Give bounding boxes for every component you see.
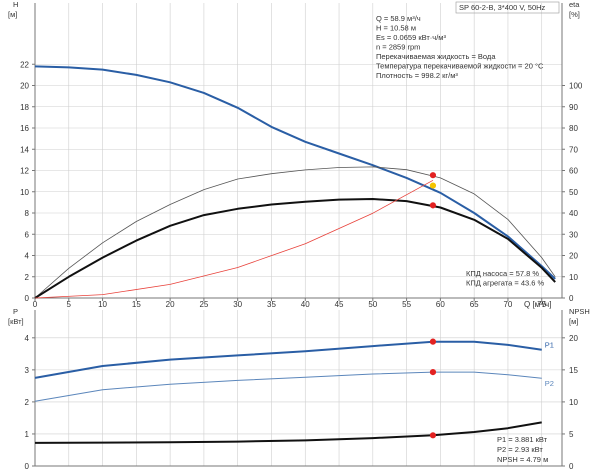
power-info-line: NPSH = 4.79 м [497,455,548,464]
x-tick-label: 40 [301,300,310,309]
right-tick-label: 0 [569,294,574,303]
right-tick-label: 10 [569,273,578,282]
x-tick-label: 35 [267,300,276,309]
left-tick-label: 16 [20,124,29,133]
power-info-line: P1 = 3.881 кВт [497,435,548,444]
left-tick-label: 12 [20,167,29,176]
x-axis-label: Q [м³/ч] [524,300,551,309]
operating-point-marker [429,432,437,439]
right-tick-label: 5 [569,430,574,439]
operating-info-line: Q = 58.9 м³/ч [376,14,421,23]
series-line [34,371,542,402]
x-tick-label: 15 [132,300,141,309]
operating-info-line: H = 10.58 м [376,24,416,33]
left-axis-unit: [кВт] [8,317,24,326]
right-tick-label: 30 [569,230,578,239]
x-tick-label: 20 [166,300,175,309]
series-line [34,198,556,299]
operating-point-marker [429,338,437,345]
left-tick-label: 0 [25,294,30,303]
series-line [34,166,556,299]
right-tick-label: 20 [569,334,578,343]
operating-point-marker [429,369,437,376]
operating-info-line: Температура перекачиваемой жидкости = 20… [376,62,544,71]
series-line [34,421,542,444]
left-tick-label: 20 [20,82,29,91]
operating-info-line: n = 2859 rpm [376,43,420,52]
right-tick-label: 70 [569,145,578,154]
series-line [34,65,556,280]
plot-1: 0246810121416182022010203040506070809010… [8,0,583,309]
x-tick-label: 5 [67,300,72,309]
right-axis-unit: [м] [569,317,578,326]
operating-point-marker [429,202,437,209]
plot-2: 0 1 2 3 4 0 5 10 15 20 P[кВт] NPSH[м] P1 P2 P1 = 3.881… [8,307,590,471]
operating-point-marker [429,182,437,189]
left-tick-label: 0 [25,462,30,471]
left-axis-unit: [м] [8,10,17,19]
left-tick-label: 8 [25,209,30,218]
x-tick-label: 70 [503,300,512,309]
x-tick-label: 65 [470,300,479,309]
x-tick-label: 55 [402,300,411,309]
right-axis-label: NPSH [569,307,590,316]
operating-info-line: Плотность = 998.2 кг/м³ [376,71,458,80]
right-tick-label: 15 [569,366,578,375]
left-axis-label: H [13,0,18,9]
left-tick-label: 6 [25,230,30,239]
efficiency-info-line: КПД агрегата = 43.6 % [466,279,544,288]
left-tick-label: 4 [25,252,30,261]
right-axis-unit: [%] [569,10,580,19]
left-tick-label: 14 [20,145,29,154]
left-tick-label: 2 [25,273,30,282]
x-tick-label: 30 [233,300,242,309]
power-info-line: P2 = 2.93 кВт [497,445,543,454]
right-tick-label: 0 [569,462,574,471]
left-tick-label: 18 [20,103,29,112]
left-tick-label: 4 [25,334,30,343]
title-box [455,1,560,14]
right-tick-label: 20 [569,252,578,261]
operating-info-line: Es = 0.0659 кВт·ч/м³ [376,33,446,42]
right-tick-label: 80 [569,124,578,133]
series-label: P1 [545,341,554,350]
x-tick-label: 50 [368,300,377,309]
right-axis-label: eta [569,0,580,9]
right-tick-label: 40 [569,209,578,218]
operating-point-marker [429,172,437,179]
left-tick-label: 2 [25,398,30,407]
series-line [34,340,542,379]
chart-title: SP 60-2-B, 3*400 V, 50Hz [459,3,546,12]
series-label: P2 [545,379,554,388]
x-tick-label: 0 [33,300,38,309]
right-tick-label: 50 [569,188,578,197]
x-tick-label: 75 [537,300,546,309]
left-axis-label: P [13,307,18,316]
series-line [34,179,434,299]
x-tick-label: 10 [98,300,107,309]
left-tick-label: 10 [20,188,29,197]
right-tick-label: 100 [569,82,583,91]
efficiency-info-line: КПД насоса = 57.8 % [466,269,539,278]
right-tick-label: 60 [569,167,578,176]
x-tick-label: 60 [436,300,445,309]
x-tick-label: 45 [335,300,344,309]
right-tick-label: 90 [569,103,578,112]
left-tick-label: 1 [25,430,30,439]
left-tick-label: 3 [25,366,30,375]
right-tick-label: 10 [569,398,578,407]
operating-info-line: Перекачиваемая жидкость = Вода [376,52,496,61]
x-tick-label: 25 [199,300,208,309]
left-tick-label: 22 [20,60,29,69]
